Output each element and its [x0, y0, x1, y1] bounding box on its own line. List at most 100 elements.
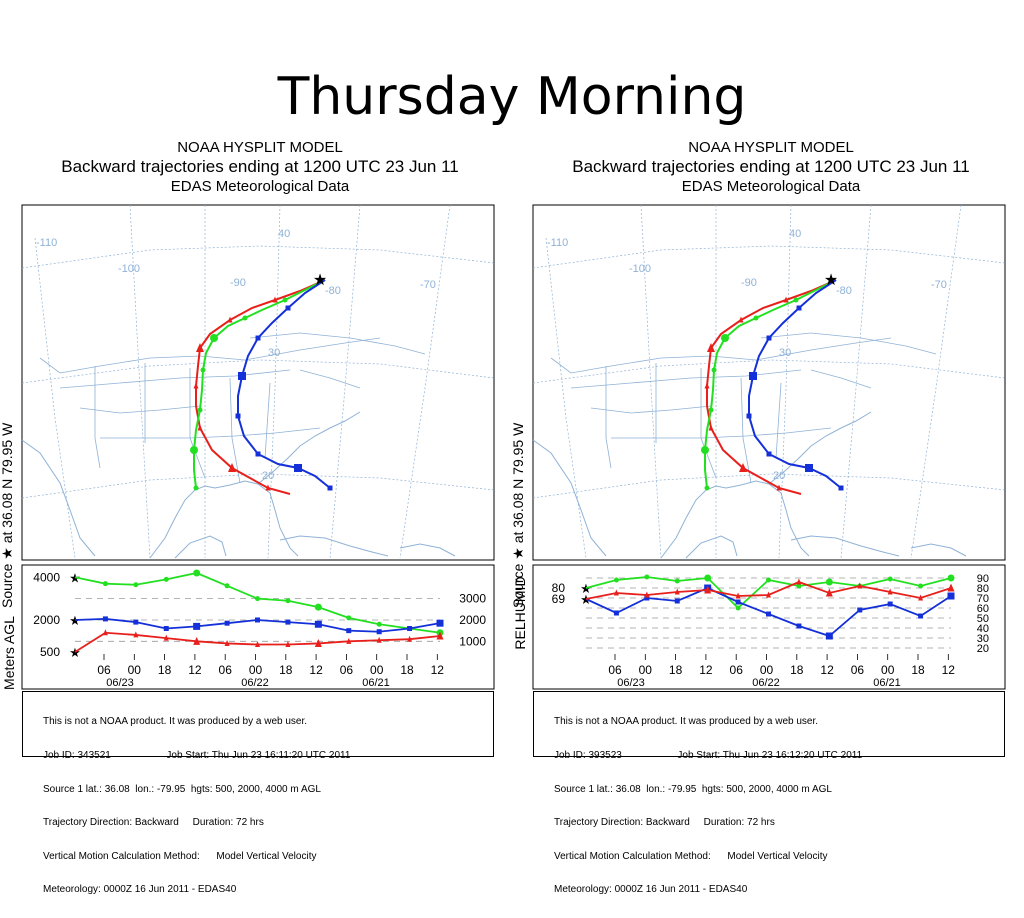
- state-border: [94, 366, 101, 469]
- job-info-box: This is not a NOAA product. It was produ…: [22, 691, 494, 895]
- date-label: 06/23: [106, 677, 134, 689]
- profile-marker: [314, 603, 322, 611]
- vertical-axis-label: Meters AGL: [1, 616, 17, 690]
- profile-marker: [193, 622, 201, 630]
- source-star-icon: ★: [313, 272, 327, 289]
- green-trajectory-marker: [242, 315, 248, 321]
- right-tick-label: 1000: [459, 634, 486, 648]
- state-border: [79, 405, 201, 414]
- map-coordinate-label: 20: [773, 470, 785, 482]
- profile-marker: [766, 591, 771, 598]
- profile-marker: [947, 592, 955, 600]
- graticule-line: [840, 204, 872, 559]
- info-line: This is not a NOAA product. It was produ…: [43, 716, 308, 728]
- profile-marker: [644, 595, 650, 601]
- blue-trajectory-marker: [838, 485, 844, 491]
- map-coordinate-label: -70: [931, 279, 947, 291]
- blue-trajectory-marker: [285, 305, 291, 311]
- red-trajectory-marker: [197, 424, 203, 431]
- profile-marker: [407, 635, 413, 642]
- profile-marker: [193, 569, 201, 577]
- profile-marker: [887, 601, 893, 607]
- left-chart-svg: Source ★ at 36.08 N 79.95 W -110 -100 40 -9…: [0, 204, 495, 690]
- state-border: [590, 405, 712, 414]
- left-tick-label: 80: [552, 581, 566, 595]
- time-tick-label: 06: [608, 663, 622, 677]
- green-trajectory-marker: [753, 315, 759, 321]
- state-border: [605, 366, 612, 469]
- info-line: Job ID: 393523 Job Start: Thu Jun 23 16:…: [554, 750, 863, 762]
- profile-marker: [887, 576, 893, 582]
- green-trajectory-line: [193, 279, 326, 489]
- profile-marker: [796, 623, 802, 629]
- date-label: 06/21: [362, 677, 390, 689]
- right-tick-label: 90: [977, 573, 989, 585]
- info-line: Vertical Motion Calculation Method: Mode…: [554, 850, 828, 862]
- map-coordinate-label: -90: [741, 277, 757, 289]
- red-trajectory-line: [706, 279, 837, 495]
- profile-marker: [735, 605, 741, 611]
- graticule-line: [532, 359, 1006, 384]
- profile-marker: [346, 637, 352, 644]
- profile-marker: [285, 641, 291, 648]
- red-trajectory-marker: [738, 316, 744, 323]
- profile-marker: [674, 588, 680, 595]
- profile-marker: [766, 611, 771, 617]
- blue-trajectory-marker: [255, 335, 261, 341]
- time-tick-label: 18: [158, 663, 172, 677]
- red-trajectory-marker: [228, 463, 236, 472]
- model-title: NOAA HYSPLIT MODEL: [688, 139, 854, 156]
- blue-trajectory-marker: [255, 451, 261, 457]
- right-tick-label: 80: [977, 583, 989, 595]
- coastline: [21, 439, 96, 557]
- map-frame: [21, 204, 495, 561]
- time-tick-label: 00: [128, 663, 142, 677]
- met-data-title: EDAS Meteorological Data: [170, 178, 350, 195]
- left-tick-label: 500: [40, 645, 60, 659]
- profile-marker: [314, 638, 322, 647]
- green-trajectory-marker: [193, 485, 199, 491]
- profile-marker: [133, 619, 139, 625]
- state-border: [100, 427, 321, 439]
- info-line: Trajectory Direction: Backward Duration:…: [554, 817, 775, 829]
- red-trajectory-marker: [708, 424, 714, 431]
- profile-marker: [255, 641, 260, 648]
- graticule-line: [532, 245, 1006, 269]
- coastline: [149, 480, 299, 559]
- time-tick-label: 12: [431, 663, 445, 677]
- profile-marker: [947, 574, 955, 582]
- green-trajectory-marker: [793, 297, 799, 303]
- map-coordinate-label: -80: [325, 285, 341, 297]
- red-trajectory-marker: [227, 316, 233, 323]
- blue-trajectory-marker: [327, 485, 333, 491]
- profile-marker: [613, 610, 619, 616]
- profile-marker: [102, 629, 108, 636]
- time-tick-label: 12: [309, 663, 323, 677]
- info-line: This is not a NOAA product. It was produ…: [554, 716, 819, 728]
- green-trajectory-marker: [701, 446, 709, 454]
- date-label: 06/21: [873, 677, 901, 689]
- graticule-line: [267, 204, 281, 559]
- profile-marker: [735, 592, 741, 599]
- red-trajectory-marker: [776, 484, 782, 491]
- source-label: Source ★ at 36.08 N 79.95 W: [0, 422, 15, 608]
- coastline: [257, 411, 361, 485]
- profile-marker: [857, 607, 863, 613]
- map-coordinate-label: -70: [420, 279, 436, 291]
- profile-marker: [133, 631, 139, 638]
- profile-marker: [918, 583, 924, 589]
- time-tick-label: 18: [911, 663, 925, 677]
- info-line: Meteorology: 0000Z 16 Jun 2011 - EDAS40: [554, 884, 748, 896]
- profile-marker: [674, 578, 680, 584]
- coastline: [532, 439, 607, 557]
- right-tick-label: 20: [977, 643, 989, 655]
- state-border: [775, 382, 782, 459]
- time-tick-label: 00: [249, 663, 263, 677]
- profile-marker: [224, 639, 230, 646]
- state-border: [611, 427, 832, 439]
- red-trajectory-line: [195, 279, 326, 495]
- blue-trajectory-marker: [766, 451, 772, 457]
- graticule-line: [532, 473, 1006, 499]
- profile-marker: [766, 577, 771, 583]
- coastline: [174, 535, 227, 559]
